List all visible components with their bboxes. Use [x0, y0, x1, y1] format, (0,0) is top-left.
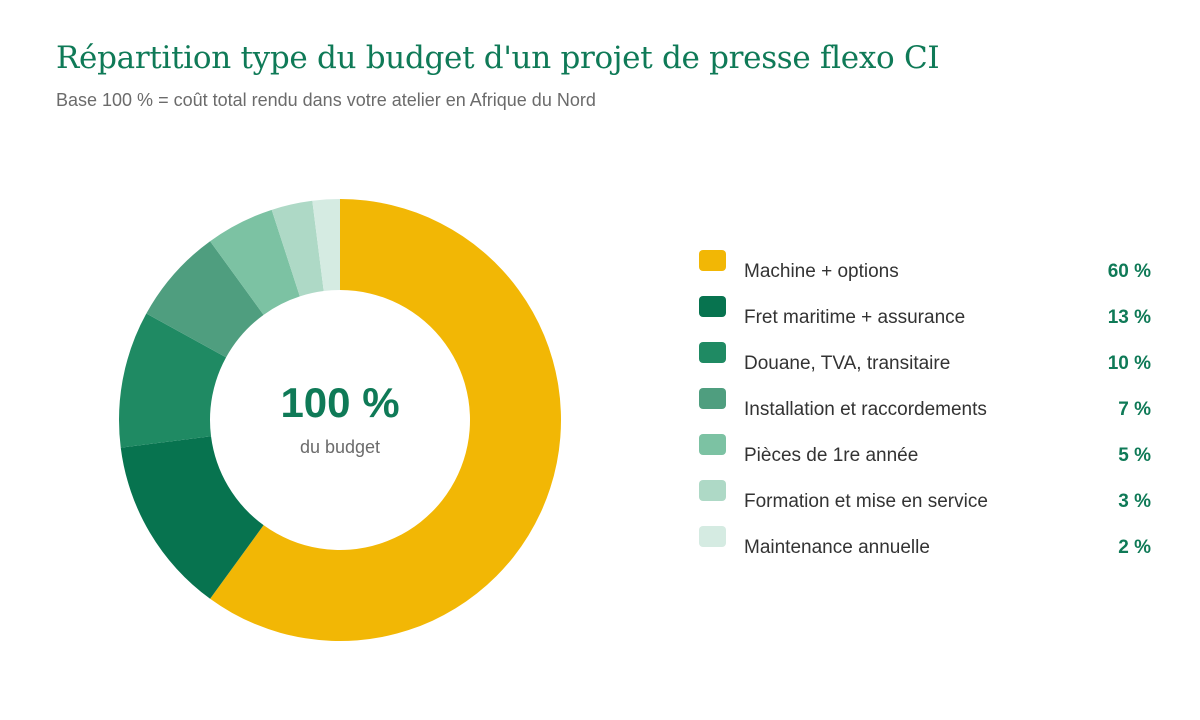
- legend-label: Machine + options: [744, 261, 899, 282]
- donut-slice-1: [210, 199, 561, 642]
- legend-label: Installation et raccordements: [744, 399, 987, 420]
- donut-slice-7: [312, 199, 340, 292]
- legend-label: Maintenance annuelle: [744, 537, 930, 558]
- legend-label: Pièces de 1re année: [744, 445, 919, 466]
- legend-item: Douane, TVA, transitaire 10 %: [699, 340, 1151, 386]
- legend-label: Formation et mise en service: [744, 491, 988, 512]
- donut-slice-3: [119, 313, 227, 448]
- donut-slice-6: [271, 200, 324, 297]
- legend-swatch: [699, 250, 726, 271]
- chart-title: Répartition type du budget d'un projet d…: [56, 40, 940, 76]
- legend-value: 13 %: [1107, 307, 1151, 328]
- legend-swatch: [699, 434, 726, 455]
- legend-swatch: [699, 480, 726, 501]
- legend-value: 60 %: [1107, 261, 1151, 282]
- legend-item: Maintenance annuelle 2 %: [699, 524, 1151, 570]
- legend-item: Installation et raccordements 7 %: [699, 386, 1151, 432]
- legend-item: Fret maritime + assurance 13 %: [699, 294, 1151, 340]
- legend-item: Pièces de 1re année 5 %: [699, 432, 1151, 478]
- legend-swatch: [699, 526, 726, 547]
- chart-subtitle: Base 100 % = coût total rendu dans votre…: [56, 90, 596, 110]
- legend-swatch: [699, 342, 726, 363]
- center-total: 100 %: [280, 379, 399, 426]
- legend-value: 5 %: [1118, 445, 1151, 466]
- legend-item: Machine + options 60 %: [699, 248, 1151, 294]
- legend-value: 7 %: [1118, 399, 1151, 420]
- legend-swatch: [699, 296, 726, 317]
- donut-slice-5: [210, 209, 300, 315]
- legend-swatch: [699, 388, 726, 409]
- legend-value: 2 %: [1118, 537, 1151, 558]
- donut-slices: [119, 199, 561, 642]
- chart-legend: Machine + options 60 % Fret maritime + ass…: [699, 248, 1151, 570]
- legend-value: 3 %: [1118, 491, 1151, 512]
- legend-value: 10 %: [1107, 353, 1151, 374]
- legend-label: Fret maritime + assurance: [744, 307, 966, 328]
- legend-item: Formation et mise en service 3 %: [699, 478, 1151, 524]
- donut-slice-4: [146, 241, 264, 358]
- donut-slice-2: [120, 436, 264, 599]
- legend-label: Douane, TVA, transitaire: [744, 353, 951, 374]
- center-caption: du budget: [300, 437, 380, 457]
